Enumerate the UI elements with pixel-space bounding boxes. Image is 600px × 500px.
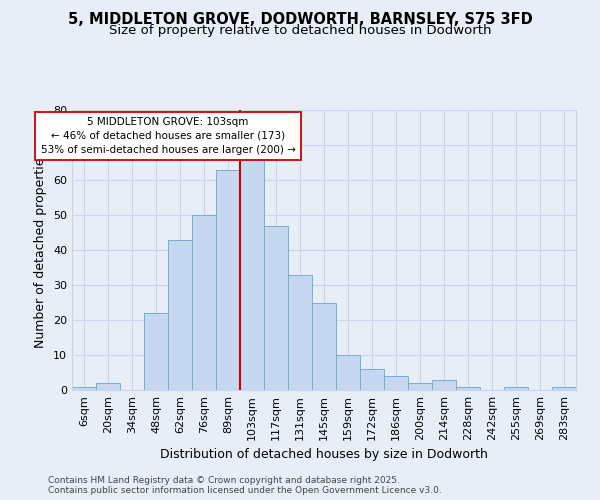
Bar <box>168 240 192 390</box>
Text: 5, MIDDLETON GROVE, DODWORTH, BARNSLEY, S75 3FD: 5, MIDDLETON GROVE, DODWORTH, BARNSLEY, … <box>68 12 532 28</box>
Bar <box>192 215 216 390</box>
Bar <box>504 386 528 390</box>
Text: Size of property relative to detached houses in Dodworth: Size of property relative to detached ho… <box>109 24 491 37</box>
Bar <box>384 376 408 390</box>
Bar <box>144 313 168 390</box>
Bar <box>72 386 96 390</box>
Bar <box>312 302 336 390</box>
Y-axis label: Number of detached properties: Number of detached properties <box>34 152 47 348</box>
Bar <box>96 383 120 390</box>
Bar <box>216 170 240 390</box>
Bar <box>264 226 288 390</box>
Bar <box>288 274 312 390</box>
X-axis label: Distribution of detached houses by size in Dodworth: Distribution of detached houses by size … <box>160 448 488 462</box>
Bar <box>240 159 264 390</box>
Text: 5 MIDDLETON GROVE: 103sqm
← 46% of detached houses are smaller (173)
53% of semi: 5 MIDDLETON GROVE: 103sqm ← 46% of detac… <box>41 117 295 155</box>
Bar <box>360 369 384 390</box>
Bar <box>456 386 480 390</box>
Bar <box>336 355 360 390</box>
Text: Contains HM Land Registry data © Crown copyright and database right 2025.
Contai: Contains HM Land Registry data © Crown c… <box>48 476 442 495</box>
Bar <box>552 386 576 390</box>
Bar <box>432 380 456 390</box>
Bar <box>408 383 432 390</box>
